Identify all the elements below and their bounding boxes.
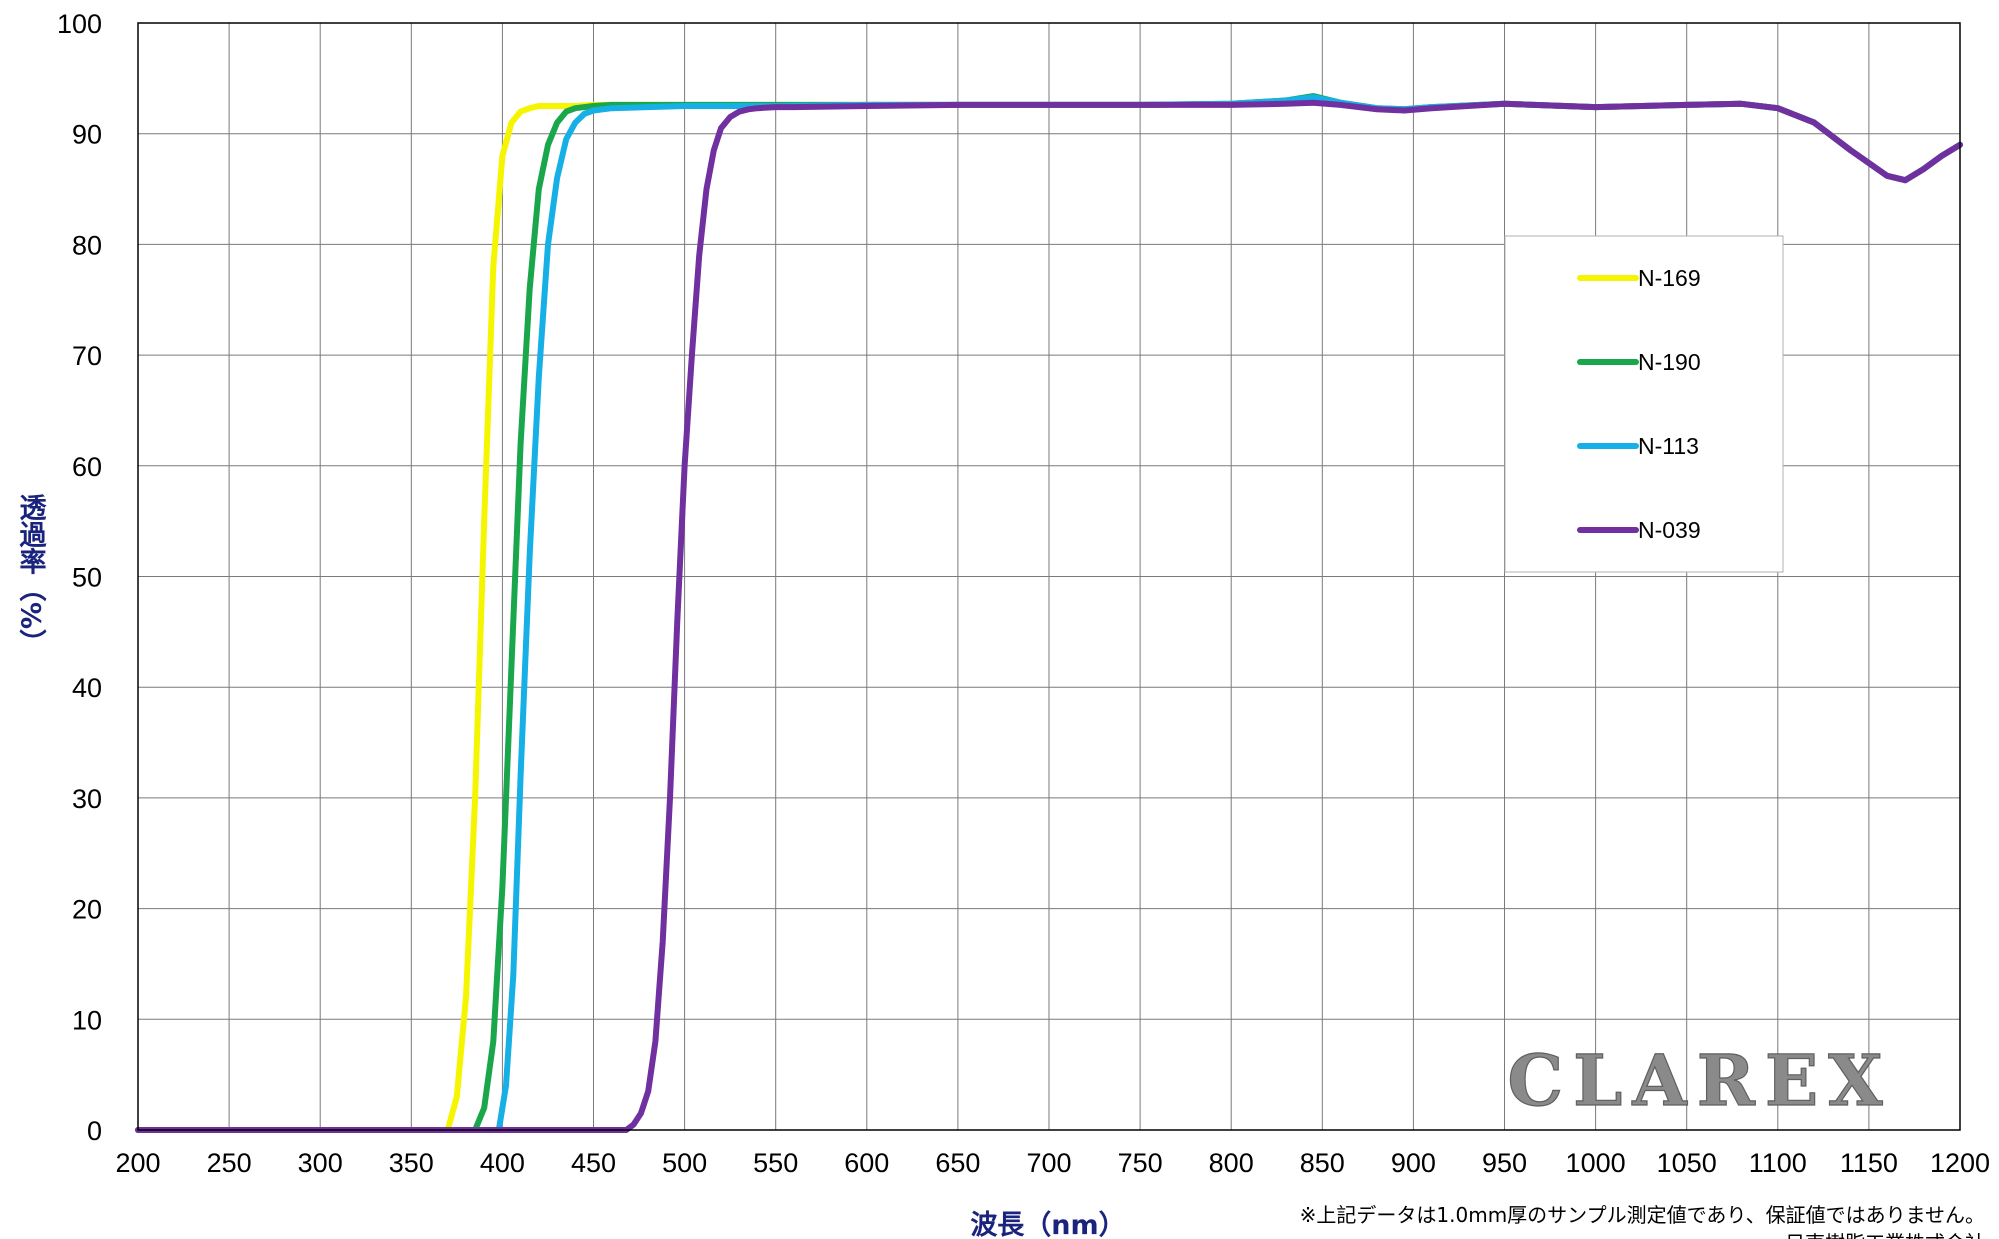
y-tick-label: 50 xyxy=(72,563,102,593)
series-line-n-039 xyxy=(135,99,1963,1133)
x-tick-label: 400 xyxy=(480,1148,525,1178)
plot-frame xyxy=(137,22,1961,1131)
grid xyxy=(137,22,1961,1131)
legend-box xyxy=(1504,235,1784,573)
y-tick-label: 10 xyxy=(72,1005,102,1035)
legend: N-169 N-190 N-113 N-039 xyxy=(1504,235,1784,573)
x-tick-label: 200 xyxy=(115,1148,160,1178)
x-tick-label: 1200 xyxy=(1930,1148,1990,1178)
y-tick-label: 90 xyxy=(72,120,102,150)
y-tick-label: 100 xyxy=(57,9,102,39)
legend-label: N-039 xyxy=(1638,517,1701,543)
y-tick-label: 70 xyxy=(72,341,102,371)
x-tick-label: 700 xyxy=(1026,1148,1071,1178)
y-tick-label: 30 xyxy=(72,784,102,814)
x-tick-label: 550 xyxy=(753,1148,798,1178)
y-tick-label: 80 xyxy=(72,230,102,260)
x-tick-label: 350 xyxy=(389,1148,434,1178)
x-tick-label: 850 xyxy=(1300,1148,1345,1178)
x-tick-label: 750 xyxy=(1118,1148,1163,1178)
footer-company: 日東樹脂工業株式会社 xyxy=(1785,1231,1985,1239)
x-tick-label: 800 xyxy=(1209,1148,1254,1178)
x-tick-label: 300 xyxy=(298,1148,343,1178)
y-tick-label: 0 xyxy=(87,1116,102,1146)
y-tick-label: 40 xyxy=(72,673,102,703)
legend-label: N-113 xyxy=(1638,433,1699,459)
footer-note: ※上記データは1.0mm厚のサンプル測定値であり、保証値ではありません。 xyxy=(1300,1203,1985,1227)
legend-label: N-190 xyxy=(1638,349,1701,375)
tick-labels: 200 250 300 350 400 450 500 550 600 650 700 750 800 8… xyxy=(57,9,1990,1178)
x-tick-label: 600 xyxy=(844,1148,889,1178)
x-tick-label: 500 xyxy=(662,1148,707,1178)
x-tick-label: 650 xyxy=(935,1148,980,1178)
x-tick-label: 950 xyxy=(1482,1148,1527,1178)
x-tick-label: 900 xyxy=(1391,1148,1436,1178)
x-tick-label: 1100 xyxy=(1749,1148,1807,1178)
x-tick-label: 250 xyxy=(207,1148,252,1178)
y-tick-label: 60 xyxy=(72,452,102,482)
x-tick-label: 450 xyxy=(571,1148,616,1178)
clarex-logo: CLAREX xyxy=(1507,1039,1892,1122)
x-tick-label: 1150 xyxy=(1840,1148,1898,1178)
y-axis-title: 透過率（%） xyxy=(15,494,47,656)
series-lines xyxy=(135,93,1963,1133)
x-tick-label: 1000 xyxy=(1566,1148,1626,1178)
x-tick-label: 1050 xyxy=(1657,1148,1717,1178)
y-tick-label: 20 xyxy=(72,895,102,925)
legend-label: N-169 xyxy=(1638,265,1701,291)
x-axis-title: 波長（nm） xyxy=(970,1210,1125,1239)
legend-items: N-169 N-190 N-113 N-039 xyxy=(1577,265,1701,543)
